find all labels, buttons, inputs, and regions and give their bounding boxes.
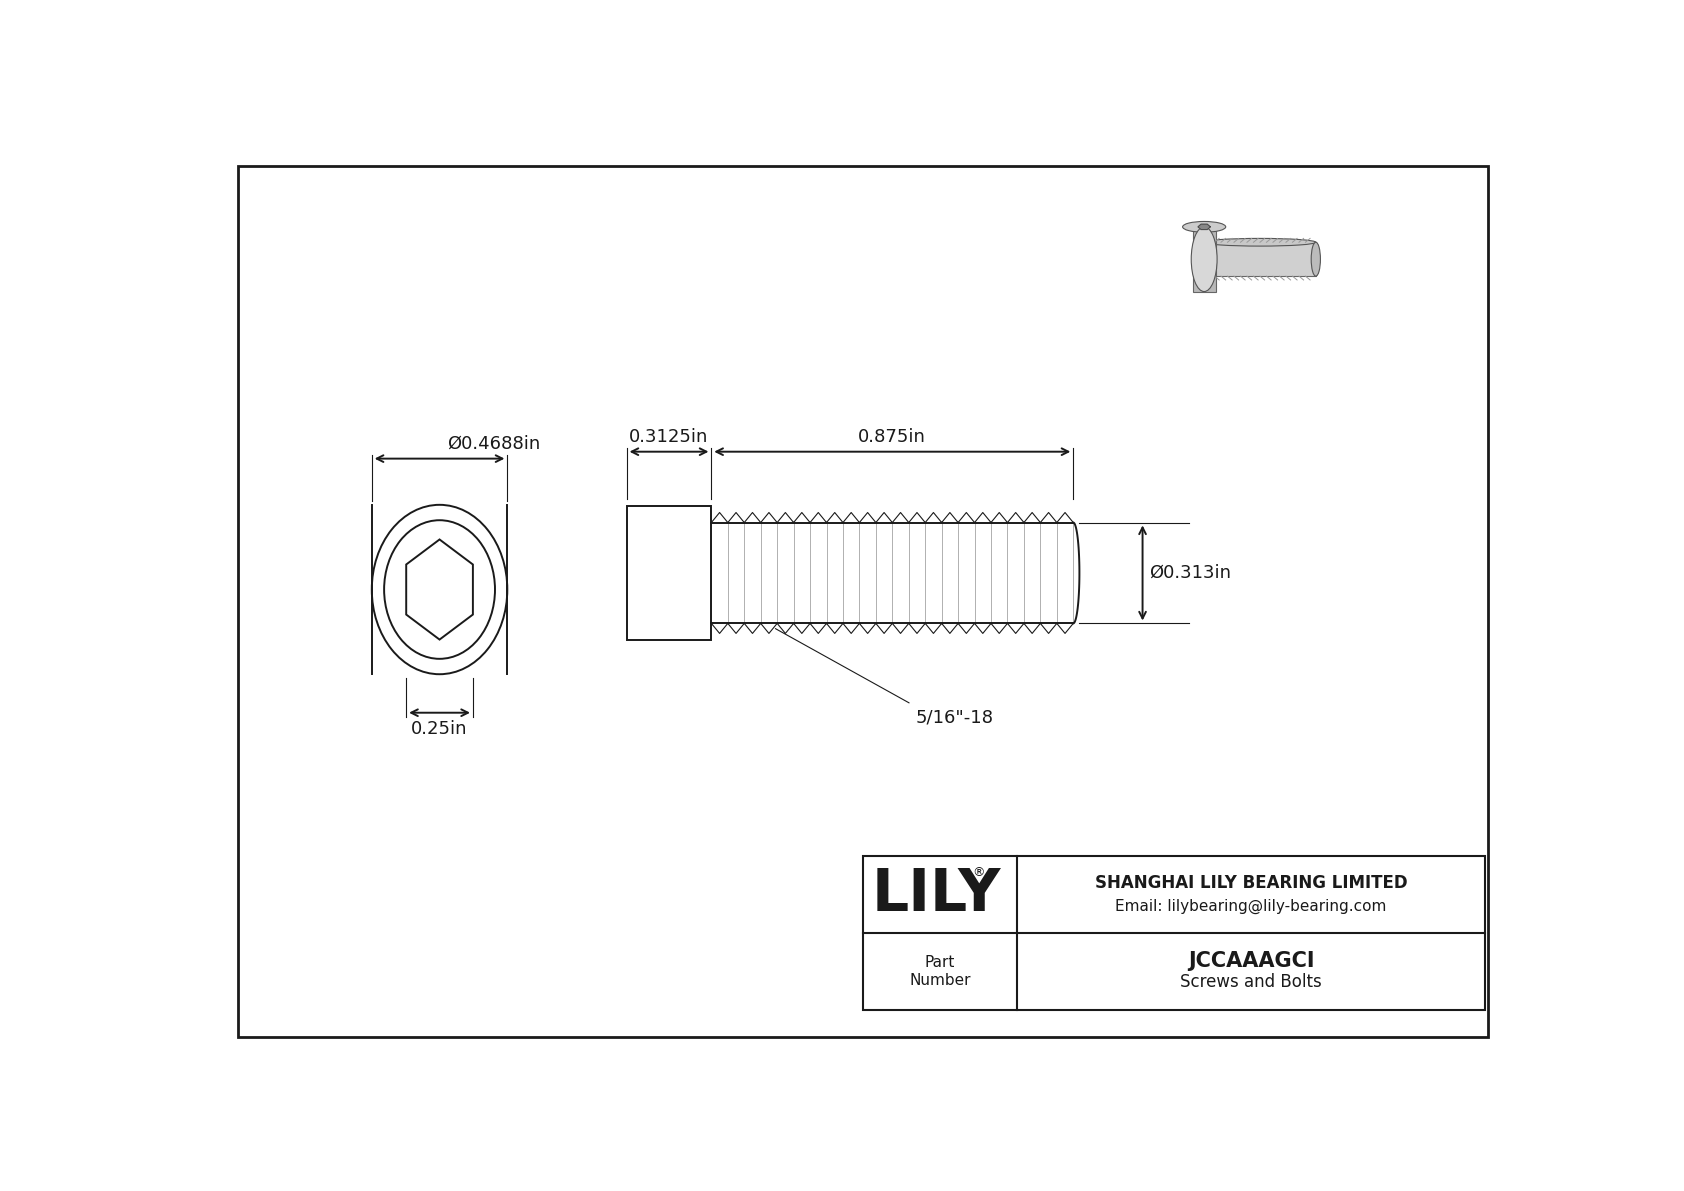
Text: Screws and Bolts: Screws and Bolts [1180, 973, 1322, 991]
Text: SHANGHAI LILY BEARING LIMITED: SHANGHAI LILY BEARING LIMITED [1095, 874, 1408, 892]
Text: ®: ® [972, 866, 985, 879]
Text: Part
Number: Part Number [909, 955, 970, 987]
Bar [1192, 226, 1216, 292]
Ellipse shape [1191, 226, 1218, 292]
Ellipse shape [1312, 242, 1320, 276]
Text: Ø0.313in: Ø0.313in [1148, 565, 1231, 582]
Ellipse shape [384, 520, 495, 659]
Text: JCCAAAGCI: JCCAAAGCI [1187, 950, 1315, 971]
Bar [626, 506, 711, 641]
Ellipse shape [1204, 238, 1315, 247]
Text: 0.875in: 0.875in [859, 428, 926, 445]
Text: 5/16"-18: 5/16"-18 [916, 709, 994, 727]
Bar [1204, 242, 1315, 276]
Polygon shape [406, 540, 473, 640]
Text: 0.25in: 0.25in [411, 721, 468, 738]
Text: Email: lilybearing@lily-bearing.com: Email: lilybearing@lily-bearing.com [1115, 898, 1388, 913]
Text: 0.3125in: 0.3125in [630, 428, 709, 445]
Text: LILY: LILY [872, 866, 1000, 923]
Bar [862, 856, 1485, 1010]
Ellipse shape [372, 505, 507, 674]
Polygon shape [1197, 224, 1211, 230]
Text: Ø0.4688in: Ø0.4688in [448, 435, 541, 453]
Ellipse shape [1182, 222, 1226, 232]
